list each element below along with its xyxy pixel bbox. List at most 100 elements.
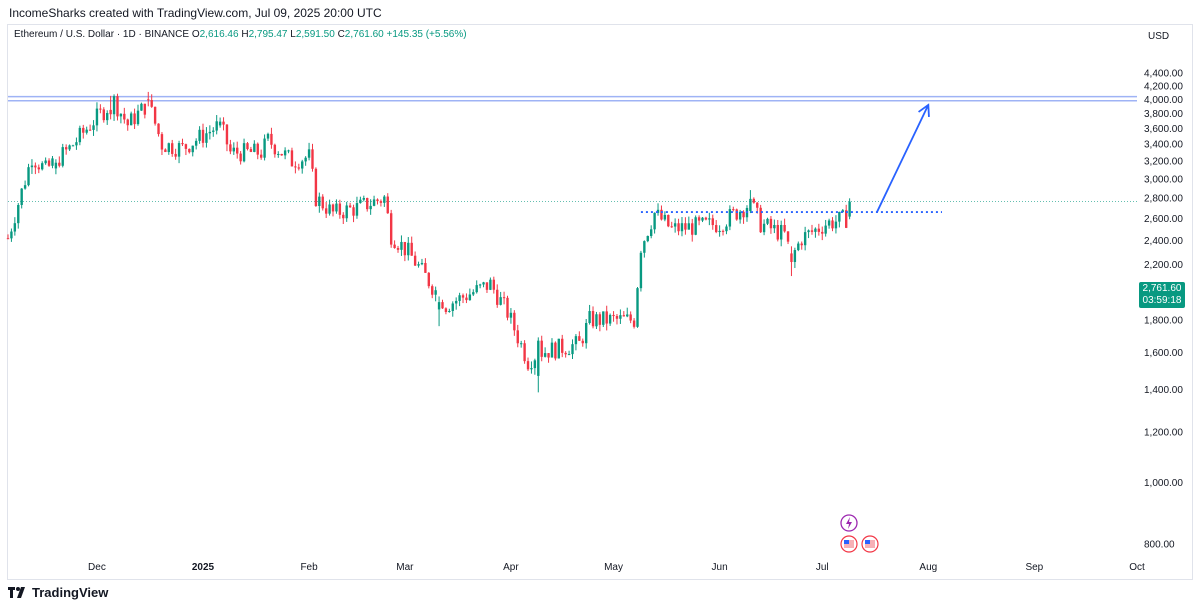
candle-body [475, 285, 478, 293]
last-price-box: 2,761.60 03:59:18 [1139, 282, 1185, 308]
candle-body [123, 113, 126, 120]
candle-body [311, 149, 314, 169]
x-tick-label: Jul [816, 562, 829, 573]
chart-frame [7, 24, 1193, 580]
candle-body [191, 145, 194, 153]
candle-body [307, 149, 311, 158]
candle-body [684, 223, 687, 230]
high-value: 2,795.47 [248, 29, 288, 40]
candle-body [222, 121, 225, 125]
candle-body [10, 231, 13, 239]
candle-body [557, 338, 561, 359]
candle-body [673, 223, 677, 227]
candle-body [85, 129, 88, 133]
candle-body [663, 214, 667, 220]
close-value: 2,761.60 [344, 29, 384, 40]
candle-body [75, 142, 78, 146]
candle-body [831, 220, 834, 229]
candle-body [704, 217, 708, 220]
candle-body [773, 224, 776, 229]
candle-body [519, 343, 523, 345]
candle-body [485, 282, 489, 290]
candle-body [516, 330, 519, 344]
candle-body [393, 244, 396, 249]
candle-body [420, 262, 424, 265]
candle-body [786, 231, 790, 242]
candle-body [424, 262, 427, 273]
candle-body [194, 140, 198, 146]
candle-body [116, 96, 119, 117]
candle-body [129, 113, 133, 126]
candle-body [314, 168, 318, 207]
last-price: 2,761.60 [1142, 283, 1182, 294]
tradingview-logo-icon [8, 587, 25, 598]
y-tick-label: 3,600.00 [1144, 124, 1183, 135]
y-tick-label: 1,200.00 [1144, 427, 1183, 438]
candle-body [338, 203, 342, 215]
candle-body [304, 157, 307, 162]
candle-body [844, 210, 848, 228]
candle-body [218, 121, 222, 126]
candle-body [229, 144, 232, 152]
candle-body [800, 243, 803, 246]
change-value: +145.35 (+5.56%) [386, 29, 467, 40]
candle-body [448, 310, 451, 312]
candle-body [68, 145, 71, 150]
candle-body [328, 204, 331, 214]
candle-body [571, 344, 574, 355]
candle-body [164, 149, 167, 153]
y-tick-label: 1,800.00 [1144, 315, 1183, 326]
candle-body [318, 196, 321, 207]
candle-body [106, 113, 109, 121]
candle-body [30, 165, 34, 168]
candle-body [150, 100, 153, 107]
candle-body [653, 212, 656, 230]
x-tick-label: May [604, 562, 623, 573]
candle-body [410, 242, 413, 256]
candle-body [766, 218, 769, 224]
candle-body [249, 149, 253, 152]
candle-body [489, 279, 492, 290]
candle-body [444, 308, 448, 312]
candle-body [574, 336, 578, 345]
candle-body [793, 250, 797, 263]
candle-body [379, 201, 383, 203]
candle-body [598, 314, 602, 325]
candle-body [762, 223, 766, 233]
candle-body [725, 226, 728, 232]
candle-body [136, 110, 140, 125]
candle-body [564, 352, 567, 355]
candle-body [454, 300, 458, 304]
candle-body [256, 143, 259, 155]
candle-body [99, 108, 102, 110]
tradingview-brand[interactable]: TradingView [8, 585, 108, 600]
symbol-label[interactable]: Ethereum / U.S. Dollar · 1D · BINANCE [14, 29, 190, 40]
candle-body [523, 343, 526, 362]
candle-body [537, 340, 540, 376]
open-label: O [191, 29, 200, 40]
candle-body [431, 286, 434, 295]
candle-body [270, 133, 273, 145]
candle-body [451, 303, 454, 311]
candle-body [205, 133, 208, 143]
y-tick-label: 1,600.00 [1144, 348, 1183, 359]
candle-body [465, 297, 468, 301]
candle-body [41, 163, 44, 170]
candle-body [376, 199, 379, 202]
candle-body [619, 315, 622, 319]
candle-body [814, 228, 817, 232]
candle-body [58, 162, 61, 166]
currency-label[interactable]: USD [1148, 31, 1170, 42]
candle-body [383, 196, 386, 203]
candle-body [694, 217, 697, 235]
candle-body [201, 129, 205, 143]
candle-body [342, 214, 345, 219]
candle-body [769, 218, 773, 229]
y-tick-label: 1,000.00 [1144, 478, 1183, 489]
candle-body [581, 340, 584, 344]
candle-body [492, 279, 496, 290]
candle-body [543, 353, 547, 357]
candle-body [181, 143, 184, 145]
candle-body [369, 205, 372, 210]
